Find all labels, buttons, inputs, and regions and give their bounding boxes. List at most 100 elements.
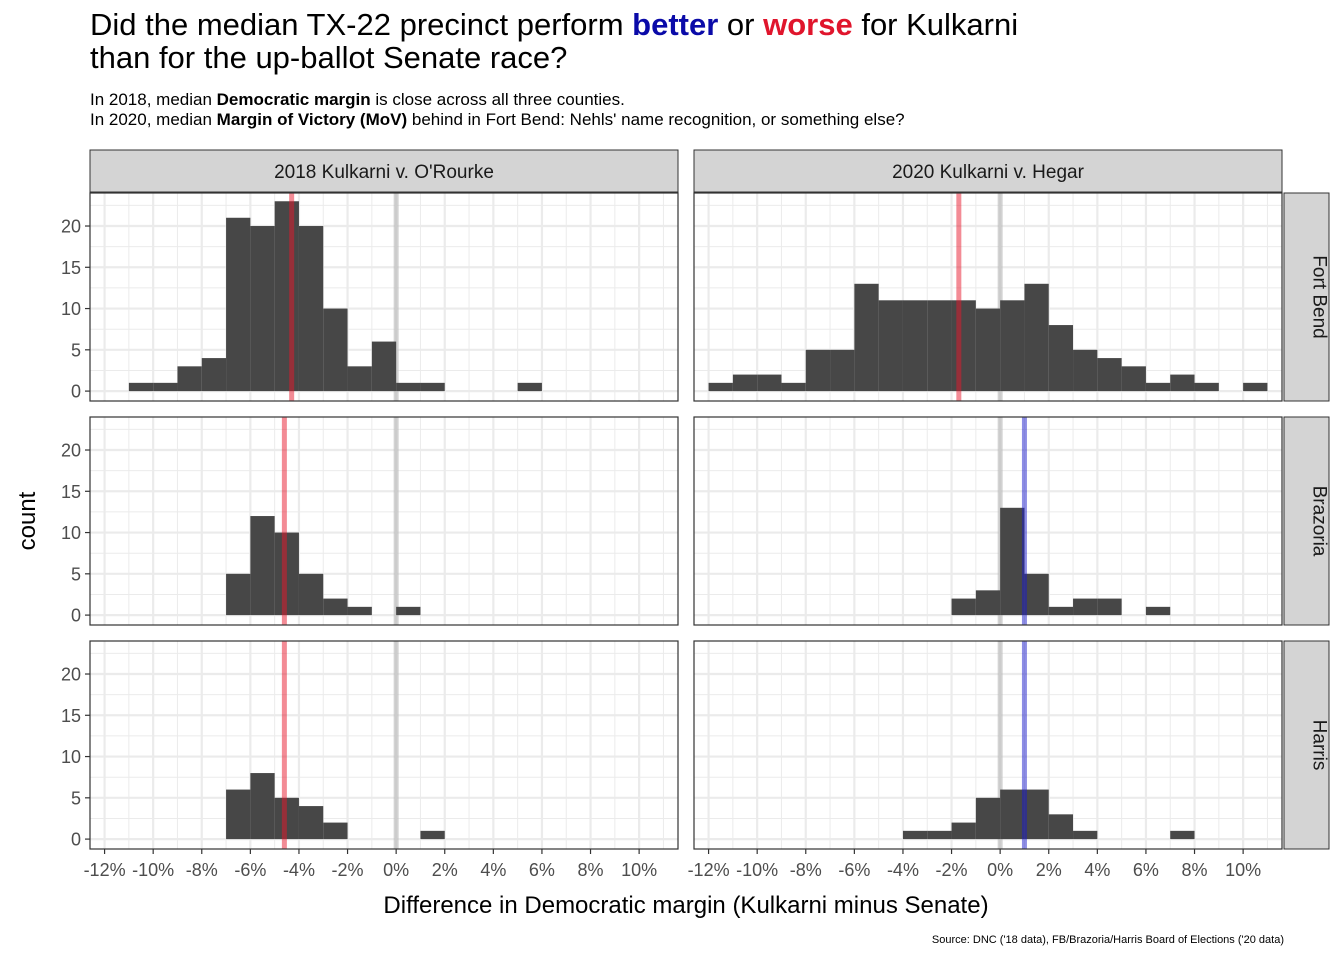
facet-panel <box>693 640 1283 850</box>
title-better: better <box>632 7 719 42</box>
histogram-bar <box>1121 366 1146 392</box>
x-tick-label: -8% <box>790 860 822 880</box>
x-tick-label: -12% <box>84 860 126 880</box>
histogram-bar <box>878 300 903 392</box>
subtitle-line-2: In 2020, median Margin of Victory (MoV) … <box>90 110 1018 130</box>
histogram-bar <box>902 830 928 840</box>
x-tick-label: 6% <box>1133 860 1159 880</box>
histogram-bar <box>420 382 445 392</box>
facet-panel <box>89 192 679 402</box>
x-tick-label: -6% <box>234 860 266 880</box>
histogram-bar <box>226 789 251 840</box>
y-tick-label: 0 <box>71 382 81 402</box>
histogram-bar <box>1024 283 1049 392</box>
panel-border <box>693 192 1283 402</box>
facet-strip-column <box>89 149 679 193</box>
title-text: Did the median TX-22 precinct perform <box>90 7 633 42</box>
histogram-bar <box>298 226 324 392</box>
source-caption: Source: DNC ('18 data), FB/Brazoria/Harr… <box>932 934 1284 946</box>
x-tick-label: 0% <box>987 860 1013 880</box>
histogram-bar <box>250 226 275 392</box>
subtitle-text: In 2020, median <box>90 110 217 129</box>
y-axis-label: count <box>14 491 41 550</box>
histogram-bar <box>805 349 831 392</box>
histogram-bar <box>1194 382 1219 392</box>
histogram-bar <box>1024 789 1049 840</box>
histogram-bar <box>975 308 1001 392</box>
facet-strip-row <box>1283 192 1330 402</box>
histogram-bar <box>1000 507 1025 616</box>
y-tick-label: 15 <box>61 482 81 502</box>
x-tick-label: 8% <box>1182 860 1208 880</box>
histogram-bar <box>1145 382 1171 392</box>
facet-strip-row-label: Fort Bend <box>1309 255 1330 338</box>
histogram-bar <box>927 830 952 840</box>
x-tick-label: 10% <box>621 860 657 880</box>
histogram-bar <box>517 382 542 392</box>
histogram-bar <box>1145 606 1171 616</box>
histogram-bar <box>1048 606 1074 616</box>
x-tick-label: -12% <box>688 860 730 880</box>
histogram-bar <box>323 598 348 616</box>
x-tick-label: -10% <box>132 860 174 880</box>
histogram-bar <box>757 374 782 392</box>
facet-strip-row-label: Brazoria <box>1309 486 1330 557</box>
histogram-bar <box>975 590 1001 616</box>
facet-panel <box>89 416 679 626</box>
x-tick-label: 0% <box>383 860 409 880</box>
histogram-bar <box>1048 814 1074 840</box>
panel-border <box>89 192 679 402</box>
histogram-bar <box>323 308 348 392</box>
facet-panel <box>693 416 1283 626</box>
chart-title-line-2: than for the up-ballot Senate race? <box>90 40 568 75</box>
subtitle-text: behind in Fort Bend: Nehls' name recogni… <box>407 110 905 129</box>
x-tick-label: 10% <box>1225 860 1261 880</box>
histogram-bar <box>951 822 976 840</box>
histogram-bar <box>1048 325 1074 392</box>
facet-panel <box>89 640 679 850</box>
histogram-bar <box>347 366 372 392</box>
histogram-bar <box>396 606 421 616</box>
histogram-bar <box>128 382 154 392</box>
facet-panel <box>693 192 1283 402</box>
x-tick-label: -2% <box>332 860 364 880</box>
y-tick-label: 10 <box>61 747 81 767</box>
histogram-bar <box>1024 573 1049 616</box>
y-tick-label: 10 <box>61 299 81 319</box>
histogram-bar <box>1170 374 1195 392</box>
title-worse: worse <box>763 7 853 42</box>
x-tick-label: -4% <box>887 860 919 880</box>
subtitle-bold: Margin of Victory (MoV) <box>216 110 408 129</box>
title-block: Did the median TX-22 precinct perform be… <box>90 8 1018 130</box>
histogram-bar <box>274 201 299 392</box>
histogram-bar <box>347 606 372 616</box>
facet-strip-column-label: 2018 Kulkarni v. O'Rourke <box>274 162 494 183</box>
histogram-bar <box>396 382 421 392</box>
y-tick-label: 5 <box>71 340 81 360</box>
histogram-bar <box>781 382 806 392</box>
y-tick-label: 20 <box>61 441 81 461</box>
histogram-bar <box>250 773 275 840</box>
histogram-bar <box>1000 789 1025 840</box>
y-tick-label: 0 <box>71 830 81 850</box>
x-tick-label: 2% <box>1036 860 1062 880</box>
y-tick-label: 15 <box>61 258 81 278</box>
histogram-bar <box>1073 598 1098 616</box>
x-tick-label: 4% <box>1084 860 1110 880</box>
histogram-bar <box>1243 382 1268 392</box>
x-tick-label: 2% <box>432 860 458 880</box>
histogram-bar <box>153 382 178 392</box>
histogram-bar <box>226 217 251 392</box>
histogram-bar <box>951 300 976 392</box>
histogram-bar <box>975 797 1001 840</box>
histogram-bar <box>298 806 324 840</box>
histogram-bar <box>902 300 928 392</box>
x-tick-label: -8% <box>186 860 218 880</box>
histogram-bar <box>1000 300 1025 392</box>
x-tick-label: -10% <box>736 860 778 880</box>
panel-border <box>89 416 679 626</box>
histogram-bar <box>1073 830 1098 840</box>
facet-strip-row <box>1283 416 1330 626</box>
panel-border <box>89 640 679 850</box>
